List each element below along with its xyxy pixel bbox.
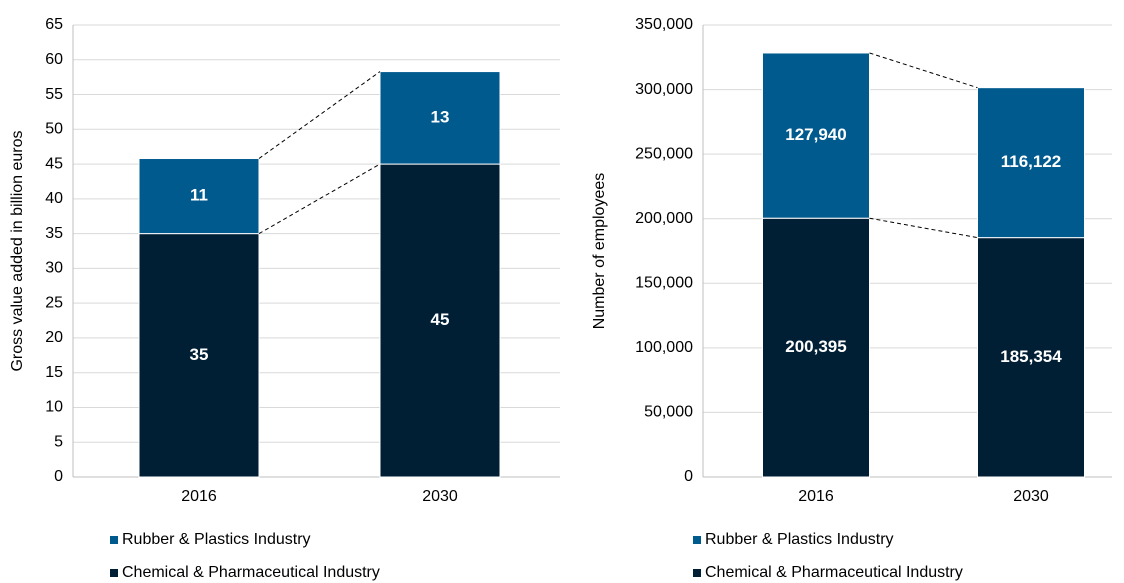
y-tick-label: 65 <box>45 16 63 33</box>
y-tick-label: 5 <box>54 433 63 450</box>
y-axis-title: Number of employees <box>591 173 608 330</box>
y-tick-label: 200,000 <box>635 210 693 227</box>
y-tick-label: 0 <box>54 468 63 485</box>
y-tick-label: 25 <box>45 294 63 311</box>
bar-segment <box>138 158 260 235</box>
y-tick-label: 300,000 <box>635 81 693 98</box>
connector <box>869 217 978 239</box>
bar-segment <box>762 217 870 478</box>
data-label: 116,122 <box>1001 152 1062 171</box>
legend-swatch <box>693 536 701 544</box>
x-tick-label: 2030 <box>422 488 458 505</box>
bar-segment <box>138 233 260 478</box>
y-tick-label: 60 <box>45 51 63 68</box>
y-tick-label: 15 <box>45 364 63 381</box>
data-label: 127,940 <box>785 125 846 144</box>
y-tick-label: 0 <box>684 468 693 485</box>
bar-segment <box>379 71 501 165</box>
legend-swatch <box>110 536 118 544</box>
connector <box>258 163 381 235</box>
data-label: 13 <box>431 107 450 126</box>
data-label: 35 <box>190 345 209 364</box>
bar-segment <box>762 52 870 219</box>
x-tick-label: 2030 <box>1013 488 1049 505</box>
y-axis-title: Gross value added in billion euros <box>9 130 26 371</box>
connector <box>258 71 381 159</box>
bar-segment <box>977 87 1085 239</box>
y-tick-label: 30 <box>45 260 63 277</box>
bar-segment <box>977 237 1085 478</box>
y-tick-label: 35 <box>45 225 63 242</box>
legend-swatch <box>693 569 701 577</box>
data-label: 200,395 <box>785 337 846 356</box>
legend-label: Chemical & Pharmaceutical Industry <box>122 564 380 581</box>
y-tick-label: 50 <box>45 121 63 138</box>
legend-swatch <box>110 569 118 577</box>
data-label: 185,354 <box>1000 347 1062 366</box>
y-tick-label: 10 <box>45 399 63 416</box>
x-tick-label: 2016 <box>798 488 834 505</box>
y-tick-label: 350,000 <box>635 16 693 33</box>
y-tick-label: 50,000 <box>644 404 693 421</box>
x-tick-label: 2016 <box>181 488 217 505</box>
legend-label: Rubber & Plastics Industry <box>122 531 311 548</box>
y-tick-label: 40 <box>45 190 63 207</box>
legend-label: Chemical & Pharmaceutical Industry <box>705 564 963 581</box>
bar-segment <box>379 163 501 478</box>
y-tick-label: 100,000 <box>635 339 693 356</box>
y-tick-label: 45 <box>45 155 63 172</box>
y-tick-label: 55 <box>45 86 63 103</box>
data-label: 11 <box>190 186 208 205</box>
connector <box>869 52 978 89</box>
y-tick-label: 20 <box>45 329 63 346</box>
data-label: 45 <box>431 310 450 329</box>
y-tick-label: 150,000 <box>635 275 693 292</box>
y-tick-label: 250,000 <box>635 145 693 162</box>
legend-label: Rubber & Plastics Industry <box>705 531 894 548</box>
